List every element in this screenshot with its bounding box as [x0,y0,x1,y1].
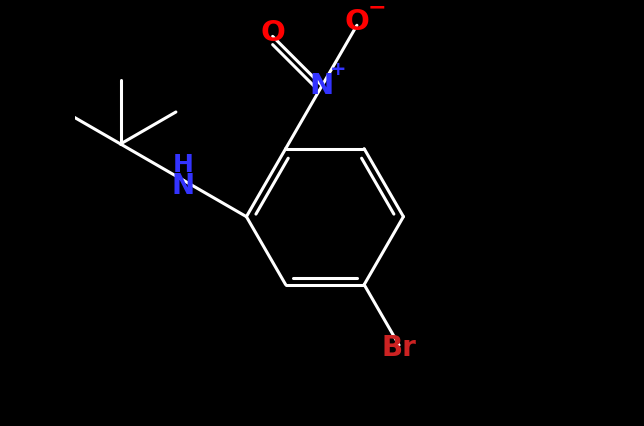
Text: Br: Br [382,334,417,362]
Text: N: N [310,72,334,100]
Text: H: H [173,153,194,177]
Text: O: O [260,20,285,47]
Text: −: − [368,0,386,18]
Text: N: N [172,172,195,200]
Text: +: + [330,60,346,79]
Text: O: O [345,9,369,36]
